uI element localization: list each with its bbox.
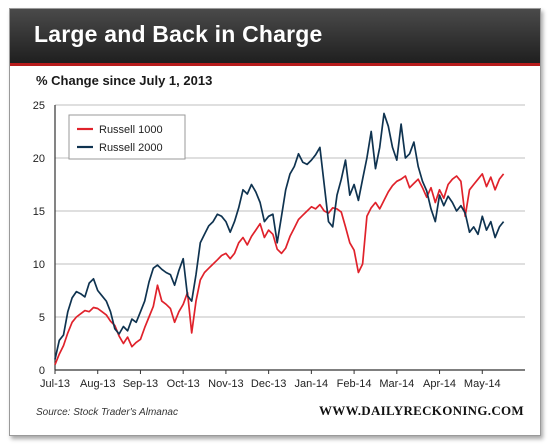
legend-label-russell-2000: Russell 2000 xyxy=(99,142,163,154)
x-tick-label: Nov-13 xyxy=(208,378,243,390)
y-tick-label: 0 xyxy=(39,365,45,377)
x-tick-label: Apr-14 xyxy=(423,378,456,390)
line-chart: 0 5 10 15 20 25 Jul-13 Aug-13 Sep-13 Oct-13 Nov-13… xyxy=(33,100,525,390)
chart-title: Large and Back in Charge xyxy=(34,21,323,47)
chart-subtitle: % Change since July 1, 2013 xyxy=(36,73,213,88)
y-tick-label: 15 xyxy=(33,206,45,218)
x-tick-label: May-14 xyxy=(464,378,501,390)
x-tick-label: Sep-13 xyxy=(123,378,158,390)
brand-logo: WWW.DAILYRECKONING.COM xyxy=(319,403,524,418)
y-tick-label: 10 xyxy=(33,259,45,271)
y-tick-label: 25 xyxy=(33,100,45,112)
y-tick-label: 20 xyxy=(33,153,45,165)
x-tick-label: Mar-14 xyxy=(379,378,414,390)
x-tick-label: Jul-13 xyxy=(40,378,70,390)
x-tick-label: Dec-13 xyxy=(251,378,286,390)
legend-box xyxy=(68,114,186,160)
title-bar: Large and Back in Charge xyxy=(10,9,540,63)
legend-label-russell-1000: Russell 1000 xyxy=(99,124,163,136)
x-tick-label: Jan-14 xyxy=(295,378,329,390)
y-tick-label: 5 xyxy=(39,312,45,324)
x-tick-label: Oct-13 xyxy=(167,378,200,390)
accent-rule xyxy=(10,63,540,66)
source-note: Source: Stock Trader's Almanac xyxy=(36,407,178,418)
series-line-russell-2000 xyxy=(54,112,505,360)
x-tick-label: Aug-13 xyxy=(80,378,115,390)
series-line-russell-1000 xyxy=(54,173,505,366)
chart-card: Large and Back in Charge % Change since … xyxy=(9,8,541,436)
x-tick-label: Feb-14 xyxy=(337,378,372,390)
